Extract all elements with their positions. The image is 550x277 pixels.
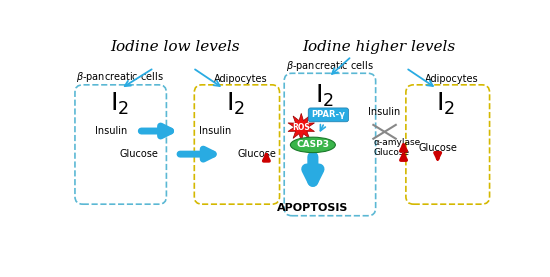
FancyBboxPatch shape: [308, 108, 349, 122]
Text: $\beta$-pancreatic cells: $\beta$-pancreatic cells: [76, 70, 164, 84]
Text: Iodine low levels: Iodine low levels: [110, 40, 240, 54]
Text: Insulin: Insulin: [95, 126, 128, 136]
Text: I$_2$: I$_2$: [436, 91, 455, 117]
Text: I$_2$: I$_2$: [109, 91, 129, 117]
Text: I$_2$: I$_2$: [315, 83, 334, 109]
FancyBboxPatch shape: [75, 85, 167, 204]
Text: APOPTOSIS: APOPTOSIS: [277, 203, 349, 213]
Text: Adipocytes: Adipocytes: [425, 74, 478, 84]
Polygon shape: [288, 113, 315, 141]
Text: Glucose: Glucose: [119, 149, 158, 159]
Text: CASP3: CASP3: [296, 140, 329, 149]
Text: Insulin: Insulin: [199, 126, 231, 136]
Text: Glucose: Glucose: [418, 143, 457, 153]
Text: Glucose: Glucose: [238, 149, 277, 159]
Ellipse shape: [290, 137, 336, 153]
FancyBboxPatch shape: [284, 73, 376, 216]
Text: PPAR-γ: PPAR-γ: [311, 110, 345, 119]
Text: Insulin: Insulin: [368, 107, 400, 117]
Text: I$_2$: I$_2$: [226, 91, 245, 117]
Text: Adipocytes: Adipocytes: [214, 74, 268, 84]
FancyBboxPatch shape: [406, 85, 490, 204]
Text: α-amylase: α-amylase: [373, 138, 421, 147]
Text: Iodine higher levels: Iodine higher levels: [302, 40, 455, 54]
Text: $\beta$-pancreatic cells: $\beta$-pancreatic cells: [286, 58, 373, 73]
FancyBboxPatch shape: [194, 85, 279, 204]
Text: Glucose: Glucose: [373, 148, 409, 157]
Text: ROS: ROS: [293, 123, 310, 132]
